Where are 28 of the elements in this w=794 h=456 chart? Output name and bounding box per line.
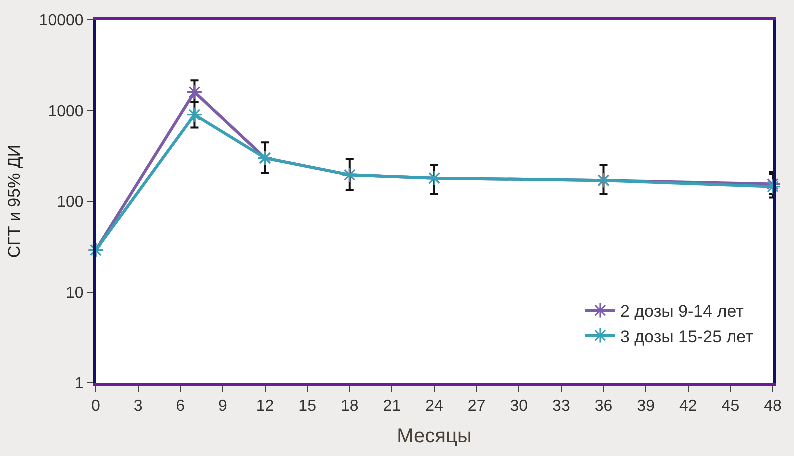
- x-tick-label: 33: [552, 398, 570, 416]
- point: [186, 84, 203, 100]
- x-tick-label: 30: [510, 398, 528, 416]
- x-tick-label: 18: [340, 398, 359, 416]
- x-tick-label: 48: [764, 398, 782, 416]
- x-tick-label: 21: [383, 398, 402, 416]
- y-tick-label: 100: [57, 194, 84, 212]
- y-tick-label: 1: [74, 376, 84, 393]
- x-tick-label: 39: [637, 398, 656, 416]
- legend-label: 3 дозы 15-25 лет: [620, 327, 754, 346]
- x-tick-label: 9: [218, 398, 228, 416]
- x-tick-label: 12: [256, 398, 274, 416]
- x-axis-title: Месяцы: [397, 426, 472, 448]
- x-tick-label: 24: [426, 398, 444, 416]
- y-axis-title: СГТ и 95% ДИ: [4, 144, 24, 258]
- x-tick-label: 42: [679, 398, 698, 416]
- point: [186, 106, 203, 123]
- y-tick-label: 10000: [39, 12, 84, 30]
- y-tick-label: 10: [66, 284, 84, 302]
- x-tick-label: 3: [134, 398, 143, 416]
- x-tick-label: 27: [468, 398, 486, 416]
- x-tick-label: 45: [722, 398, 740, 416]
- y-tick-label: 1000: [48, 103, 84, 120]
- x-tick-label: 0: [92, 398, 101, 416]
- legend-label: 2 дозы 9-14 лет: [620, 302, 744, 322]
- x-tick-label: 36: [594, 398, 613, 416]
- x-tick-label: 15: [298, 398, 317, 416]
- x-tick-label: 6: [176, 398, 186, 416]
